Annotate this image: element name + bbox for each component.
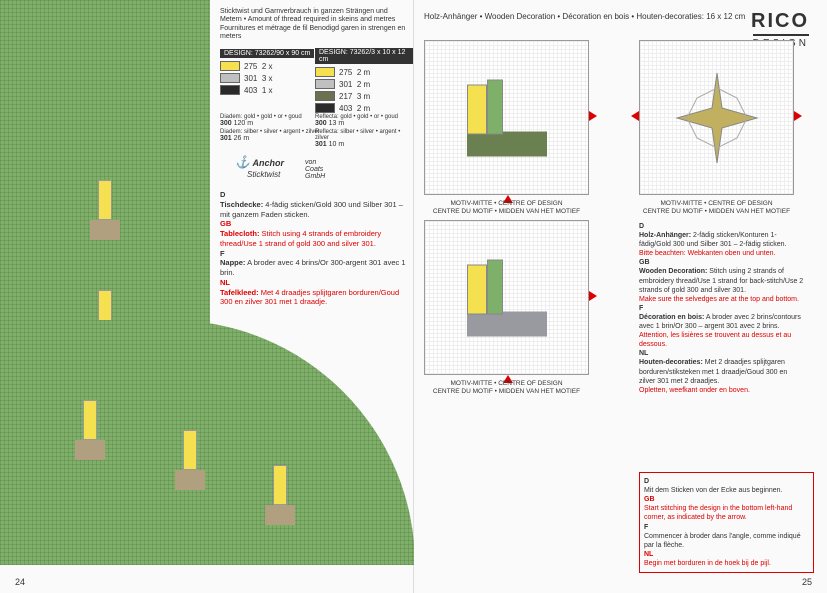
color-row: 301 2 m — [315, 79, 413, 89]
page-number: 25 — [802, 577, 812, 587]
color-table-left: DESIGN: 73262/90 x 90 cm 275 2 x 301 3 x… — [220, 48, 314, 97]
color-row: 403 1 x — [220, 85, 314, 95]
center-marker-icon — [589, 111, 597, 121]
motif-star — [639, 40, 794, 195]
color-row: 217 3 m — [315, 91, 413, 101]
motif-label: MOTIV-MITTE • CENTRE OF DESIGNCENTRE DU … — [424, 200, 589, 216]
motif-candles-greenery — [424, 40, 589, 195]
anchor-logo: ⚓ Anchor Sticktwist von Coats GmbH — [235, 155, 284, 179]
motif-label: MOTIV-MITTE • CENTRE OF DESIGNCENTRE DU … — [639, 200, 794, 216]
candle-motif — [170, 430, 210, 510]
candle-motif — [260, 465, 300, 545]
design-header: DESIGN: 73262/3 x 10 x 12 cm — [315, 48, 413, 64]
motif-label: MOTIV-MITTE • CENTRE OF DESIGNCENTRE DU … — [424, 380, 589, 396]
color-table-right: DESIGN: 73262/3 x 10 x 12 cm 275 2 m 301… — [315, 48, 413, 115]
candle-motif — [85, 180, 125, 260]
star-icon — [667, 68, 767, 168]
thread-info-text: Sticktwist und Garnverbrauch in ganzen S… — [220, 8, 410, 42]
color-row: 275 2 x — [220, 61, 314, 71]
color-row: 403 2 m — [315, 103, 413, 113]
page-number: 24 — [15, 577, 25, 587]
rico-logo: RICO — [751, 10, 809, 33]
thread-meterage: Diadem: gold • gold • or • goud 300 120 … — [220, 114, 320, 142]
center-marker-icon — [631, 111, 639, 121]
color-row: 275 2 m — [315, 67, 413, 77]
right-page: Holz-Anhänger • Wooden Decoration • Déco… — [414, 0, 827, 593]
center-marker-icon — [794, 111, 802, 121]
chart-grid-curve — [0, 320, 415, 565]
color-row: 301 3 x — [220, 73, 314, 83]
center-marker-icon — [589, 291, 597, 301]
left-page: Sticktwist und Garnverbrauch in ganzen S… — [0, 0, 414, 593]
page-header: Holz-Anhänger • Wooden Decoration • Déco… — [424, 12, 745, 21]
motif-candles-stones — [424, 220, 589, 375]
thread-meterage: Reflecta: gold • gold • or • goud 300 13… — [315, 114, 413, 148]
candle-motif — [70, 400, 110, 480]
instructions-right: D Holz-Anhänger: 2-fädig sticken/Konture… — [639, 222, 804, 395]
design-header: DESIGN: 73262/90 x 90 cm — [220, 49, 314, 58]
page-spread: Sticktwist und Garnverbrauch in ganzen S… — [0, 0, 827, 593]
instructions-left: D Tischdecke: 4-fädig sticken/Gold 300 u… — [220, 190, 410, 307]
corner-instruction-box: D Mit dem Sticken von der Ecke aus begin… — [639, 472, 814, 573]
